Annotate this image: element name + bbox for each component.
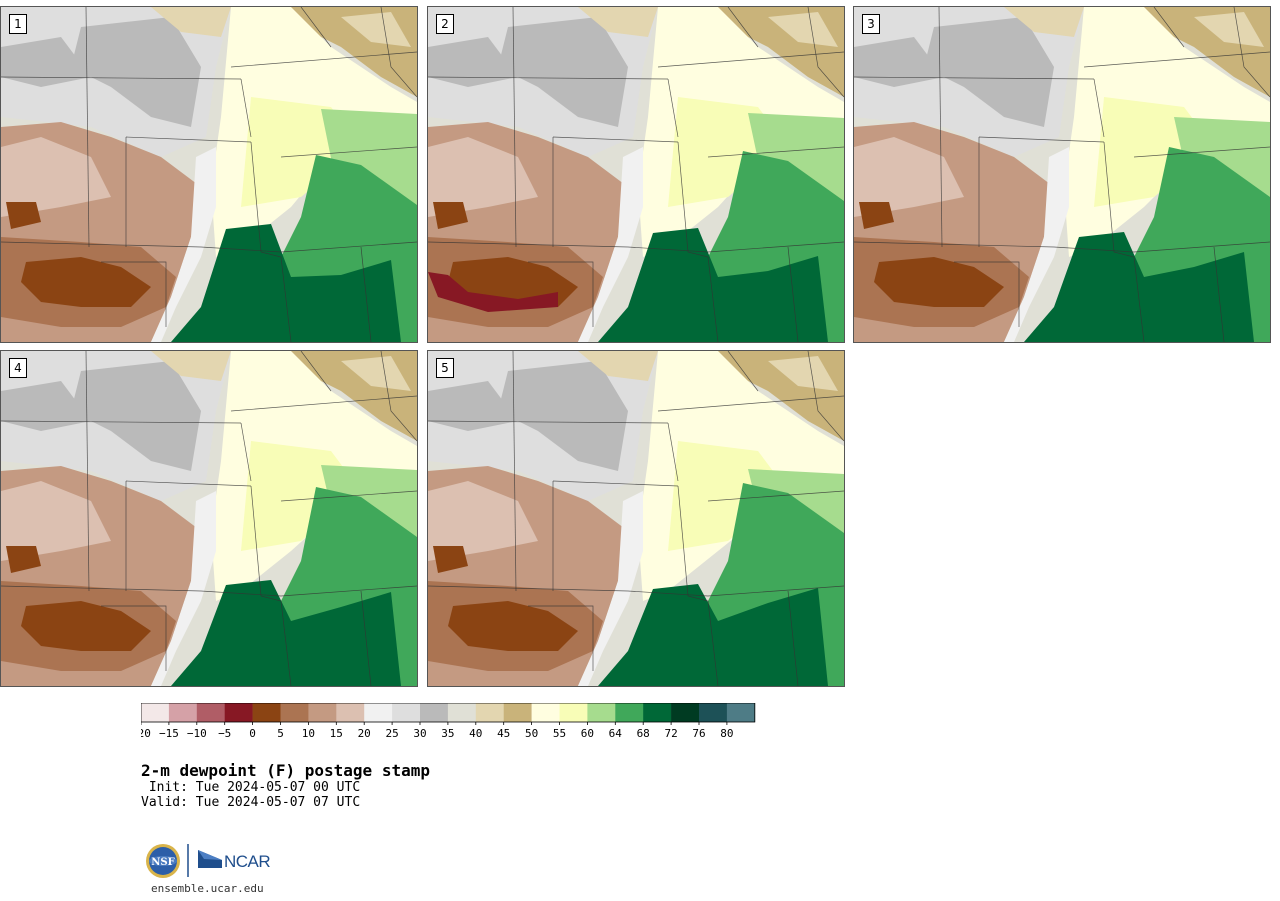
colorbar-tick-label: 5	[277, 727, 284, 740]
colorbar-tick-label: 20	[358, 727, 371, 740]
colorbar-tick-label: 25	[385, 727, 398, 740]
colorbar-tick-label: −15	[159, 727, 179, 740]
member-number-label: 5	[436, 358, 454, 378]
colorbar-tick-label: 64	[609, 727, 623, 740]
website-url: ensemble.ucar.edu	[151, 882, 264, 895]
colorbar-tick-label: −20	[141, 727, 151, 740]
nsf-seal-icon: NSF	[146, 844, 180, 878]
colorbar-segment	[587, 703, 616, 722]
member-number-label: 3	[862, 14, 880, 34]
ensemble-member-panel: 2	[427, 6, 845, 343]
ncar-logo-icon	[198, 850, 222, 868]
colorbar-tick-label: 55	[553, 727, 566, 740]
colorbar-tick-label: 76	[692, 727, 705, 740]
colorbar-segment	[503, 703, 532, 722]
nsf-logo-text: NSF	[151, 857, 174, 868]
colorbar-tick-label: −5	[218, 727, 231, 740]
colorbar-tick-label: 72	[664, 727, 677, 740]
colorbar-segment	[252, 703, 281, 722]
colorbar-tick-label: 68	[637, 727, 650, 740]
colorbar-tick-label: 30	[413, 727, 426, 740]
colorbar-segment	[224, 703, 253, 722]
colorbar-segment	[643, 703, 672, 722]
member-number-label: 2	[436, 14, 454, 34]
member-number-label: 4	[9, 358, 27, 378]
colorbar-tick-label: 80	[720, 727, 733, 740]
colorbar-tick-label: 45	[497, 727, 510, 740]
valid-time: Valid: Tue 2024-05-07 07 UTC	[141, 795, 361, 810]
colorbar-tick-label: 40	[469, 727, 482, 740]
colorbar-segment	[475, 703, 504, 722]
colorbar-segment	[364, 703, 393, 722]
dewpoint-map	[1, 7, 417, 342]
colorbar-tick-label: 0	[249, 727, 256, 740]
colorbar-segment	[615, 703, 644, 722]
colorbar-segment	[336, 703, 365, 722]
dewpoint-map	[428, 351, 844, 686]
dewpoint-map	[428, 7, 844, 342]
colorbar-segment	[141, 703, 170, 722]
colorbar-segment	[559, 703, 588, 722]
ensemble-member-panel: 1	[0, 6, 418, 343]
member-number-label: 1	[9, 14, 27, 34]
colorbar-segment	[280, 703, 309, 722]
colorbar-segment	[726, 703, 756, 722]
colorbar-segment	[699, 703, 728, 722]
colorbar-segment	[308, 703, 337, 722]
colorbar-segment	[531, 703, 560, 722]
colorbar-tick-label: 10	[302, 727, 315, 740]
colorbar-tick-label: 15	[330, 727, 343, 740]
ncar-logo-text: NCAR	[224, 852, 270, 871]
dewpoint-colorbar: −20 −15 −10 −5 0 5 10 15 20 25 30 35 40 45 50 55 60 64 68 7…	[141, 703, 756, 740]
dewpoint-map	[1, 351, 417, 686]
colorbar-tick-label: 60	[581, 727, 594, 740]
init-time: Init: Tue 2024-05-07 00 UTC	[141, 780, 361, 795]
colorbar-segment	[671, 703, 700, 722]
colorbar-tick-label: 35	[441, 727, 454, 740]
figure-title: 2-m dewpoint (F) postage stamp	[141, 761, 430, 780]
dewpoint-map	[854, 7, 1270, 342]
ensemble-member-panel: 4	[0, 350, 418, 687]
nsf-ncar-logo: NSF NCAR	[146, 844, 271, 878]
colorbar-tick-label: 50	[525, 727, 538, 740]
colorbar-segment	[392, 703, 421, 722]
colorbar-segment	[196, 703, 225, 722]
colorbar-segment	[168, 703, 198, 722]
ensemble-member-panel: 3	[853, 6, 1271, 343]
colorbar-segment	[447, 703, 477, 722]
colorbar-tick-label: −10	[187, 727, 207, 740]
colorbar-segment	[420, 703, 449, 722]
ensemble-member-panel: 5	[427, 350, 845, 687]
